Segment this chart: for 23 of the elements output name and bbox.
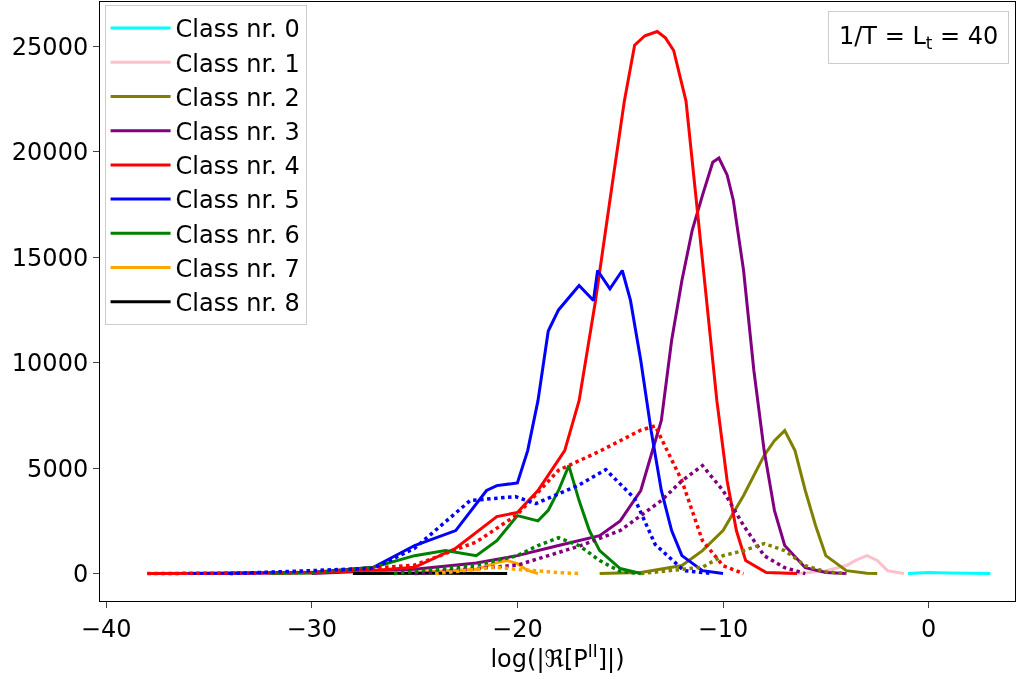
- legend-label: Class nr. 3: [175, 118, 300, 147]
- line-series: [598, 429, 879, 576]
- legend-label: Class nr. 6: [175, 220, 300, 249]
- y-tick-label: 5000: [27, 454, 89, 483]
- y-tick-label: 10000: [11, 349, 89, 378]
- y-tick-label: 25000: [11, 32, 89, 61]
- x-tick-label: 0: [921, 614, 937, 643]
- y-tick-label: 15000: [11, 243, 89, 272]
- annotation: 1/T = L$_{t}$ = 40: [839, 22, 999, 54]
- x-axis-title: log(|ℜ[P$^{II}$]|): [490, 640, 625, 673]
- y-tick-label: 0: [72, 559, 89, 588]
- legend-label: Class nr. 8: [175, 289, 300, 318]
- x-tick-label: −10: [697, 614, 749, 643]
- legend-label: Class nr. 1: [175, 49, 300, 78]
- y-tick-label: 20000: [11, 138, 89, 167]
- x-tick-label: −40: [80, 614, 132, 643]
- legend-label: Class nr. 7: [175, 254, 300, 283]
- legend-label: Class nr. 4: [175, 152, 300, 181]
- x-tick-label: −30: [286, 614, 338, 643]
- legend-label: Class nr. 5: [175, 186, 300, 215]
- legend-label: Class nr. 0: [175, 15, 300, 44]
- x-tick-label: −20: [492, 614, 543, 643]
- legend-label: Class nr. 2: [175, 83, 300, 112]
